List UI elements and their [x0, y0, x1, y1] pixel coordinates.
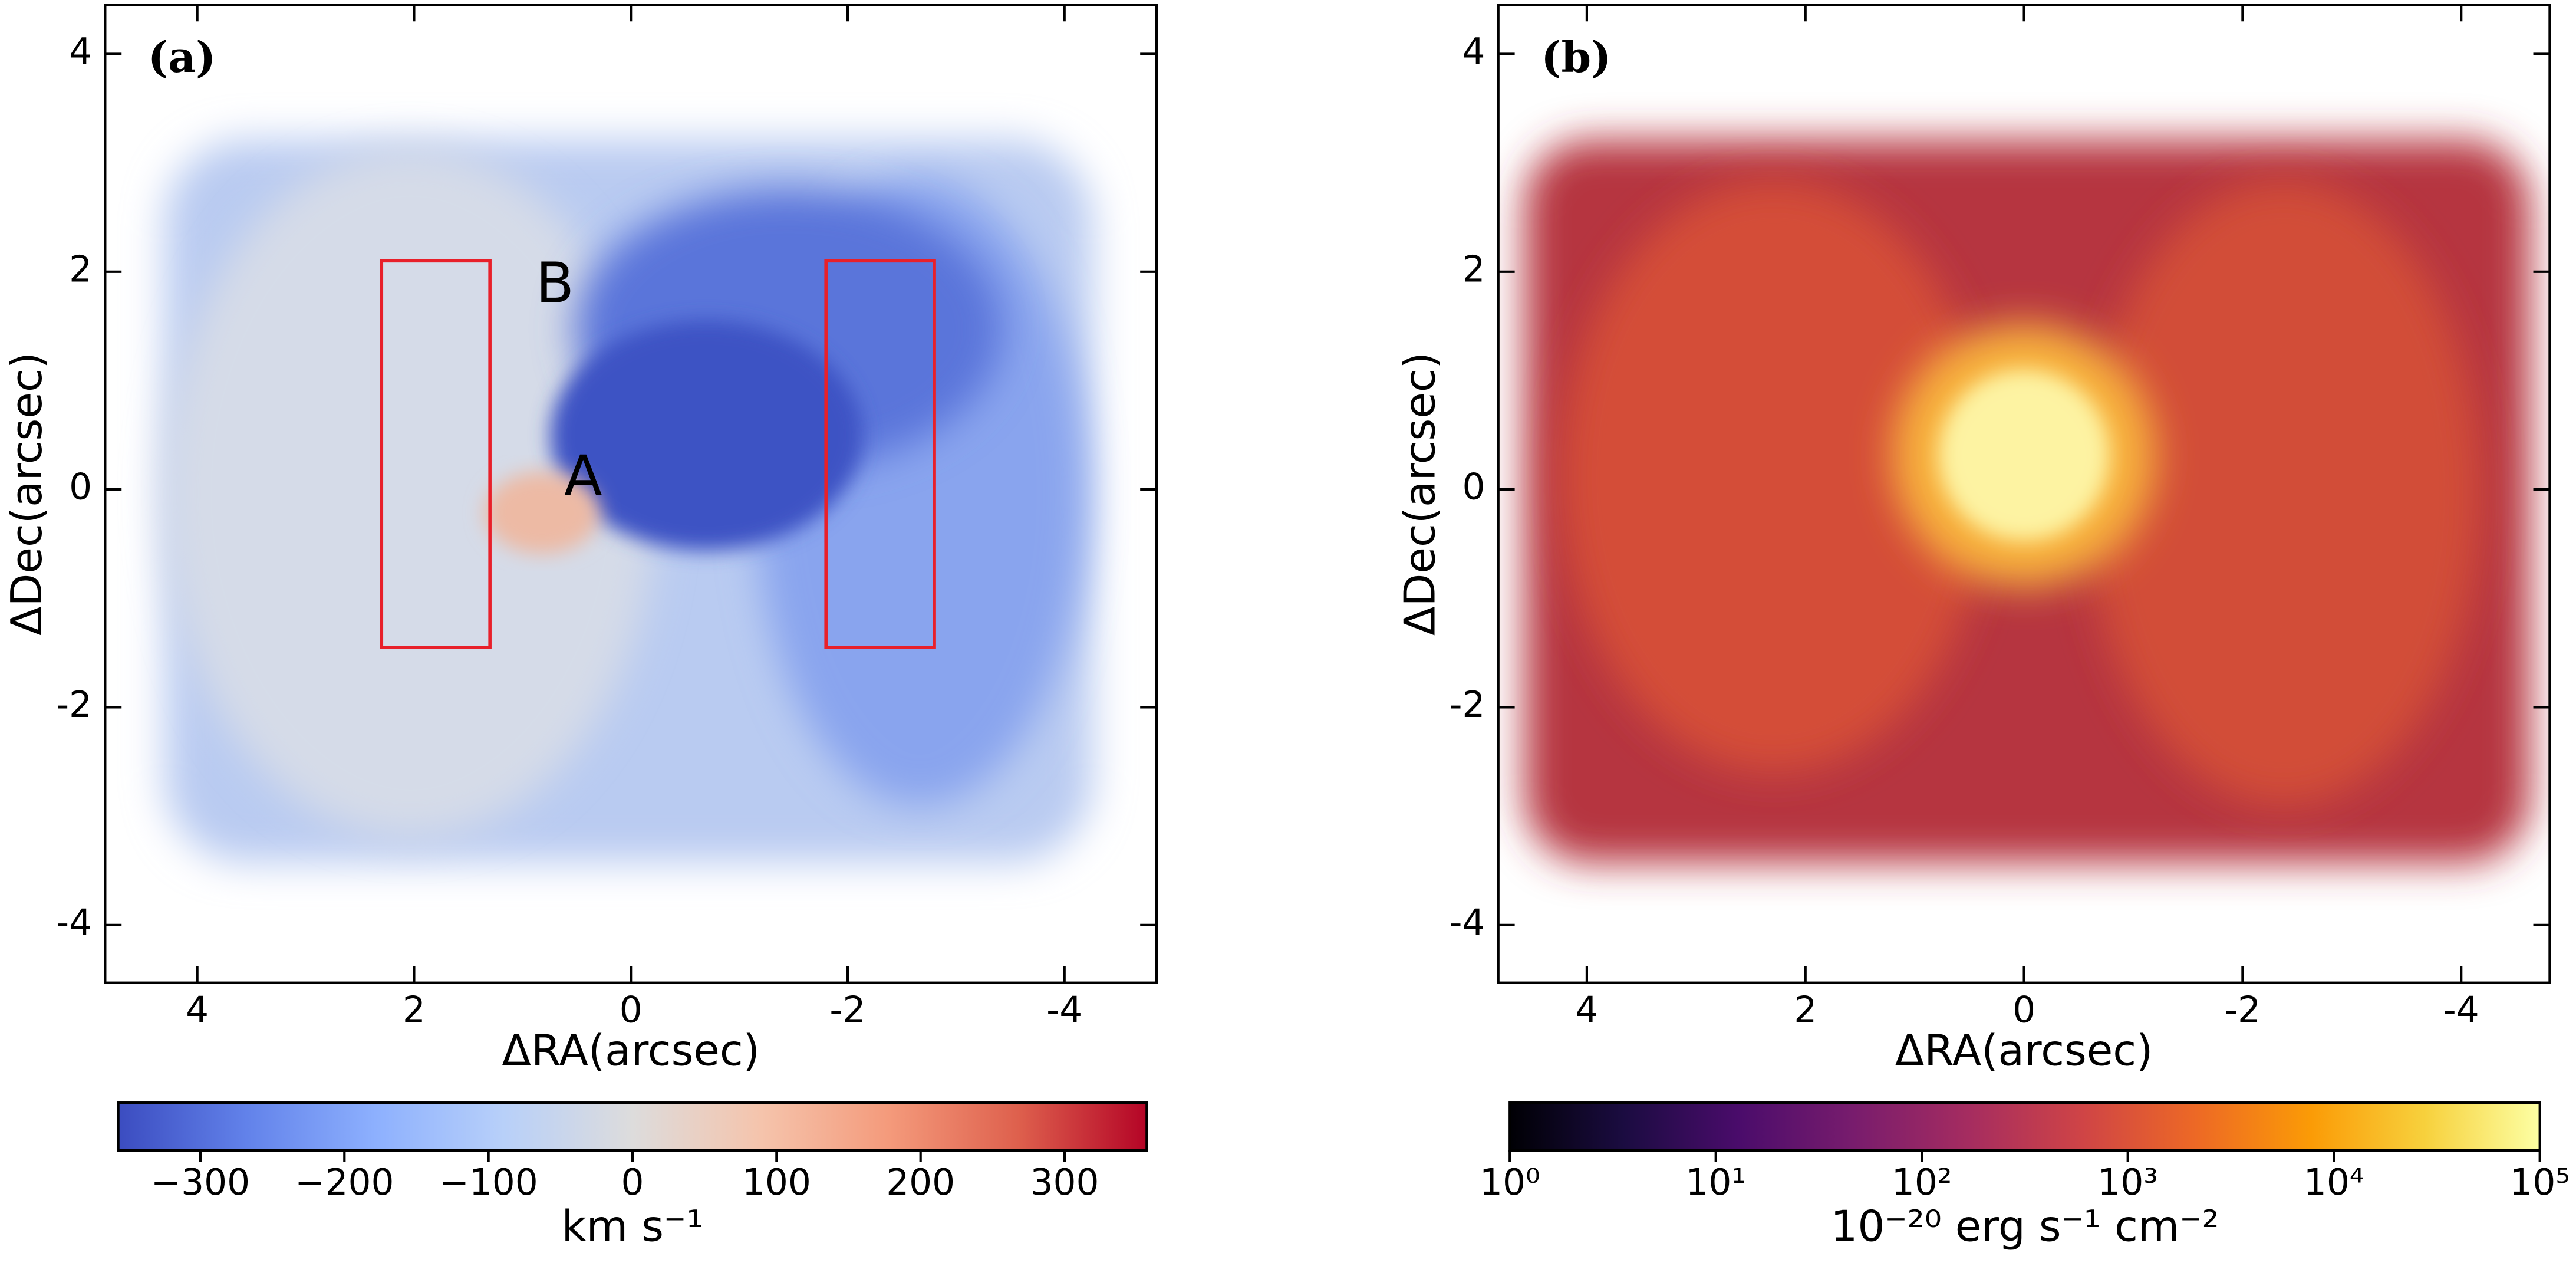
- colorbar-tick-label: 10²: [1892, 1162, 1952, 1203]
- flux-map: [1524, 139, 2530, 863]
- colorbar-tick-label: −300: [151, 1162, 250, 1203]
- x-tick-label: 2: [1794, 989, 1817, 1031]
- y-tick-label: 2: [69, 248, 92, 290]
- x-tick-label: -2: [829, 989, 865, 1031]
- annotation: A: [564, 443, 602, 508]
- region-box: [380, 259, 492, 649]
- x-tick-label: -4: [1046, 989, 1082, 1031]
- y-tick-label: -4: [1449, 902, 1485, 943]
- x-axis-label: ΔRA(arcsec): [1895, 1027, 2153, 1076]
- y-tick-label: 0: [1462, 466, 1485, 508]
- x-tick-label: -2: [2225, 989, 2261, 1031]
- x-tick-label: 4: [1575, 989, 1598, 1031]
- colorbar-tick-label: 0: [621, 1162, 644, 1203]
- panel-label: (a): [148, 32, 216, 83]
- velocity-map: [164, 139, 1093, 863]
- y-tick-label: 4: [1462, 31, 1485, 73]
- colorbar: [1508, 1101, 2541, 1152]
- colorbar-tick-label: −200: [295, 1162, 394, 1203]
- colorbar-tick-label: 10⁰: [1480, 1162, 1540, 1203]
- colorbar-label: 10⁻²⁰ erg s⁻¹ cm⁻²: [1830, 1202, 2219, 1252]
- colorbar-label: km s⁻¹: [562, 1202, 704, 1252]
- y-tick-label: 2: [1462, 248, 1485, 290]
- y-tick-label: -2: [1449, 684, 1485, 726]
- x-axis-label: ΔRA(arcsec): [502, 1027, 760, 1076]
- panel-label: (b): [1541, 32, 1611, 83]
- y-axis-label: ΔDec(arcsec): [1396, 352, 1445, 636]
- x-tick-label: -4: [2443, 989, 2479, 1031]
- colorbar-tick-label: −100: [439, 1162, 538, 1203]
- x-tick-label: 0: [620, 989, 643, 1031]
- x-tick-label: 2: [403, 989, 426, 1031]
- colorbar: [117, 1101, 1148, 1152]
- colorbar-tick-label: 200: [886, 1162, 955, 1203]
- x-tick-label: 4: [186, 989, 209, 1031]
- y-tick-label: -2: [56, 684, 92, 726]
- colorbar-tick-label: 10⁴: [2304, 1162, 2364, 1203]
- colorbar-tick-label: 300: [1030, 1162, 1099, 1203]
- colorbar-tick-label: 10¹: [1685, 1162, 1746, 1203]
- annotation: B: [536, 251, 574, 316]
- y-tick-label: -4: [56, 902, 92, 943]
- region-box: [824, 259, 936, 649]
- colorbar-tick-label: 100: [742, 1162, 811, 1203]
- colorbar-tick-label: 10³: [2097, 1162, 2158, 1203]
- y-tick-label: 0: [69, 466, 92, 508]
- colorbar-tick-label: 10⁵: [2509, 1162, 2570, 1203]
- y-tick-label: 4: [69, 31, 92, 73]
- x-tick-label: 0: [2012, 989, 2035, 1031]
- y-axis-label: ΔDec(arcsec): [2, 352, 52, 636]
